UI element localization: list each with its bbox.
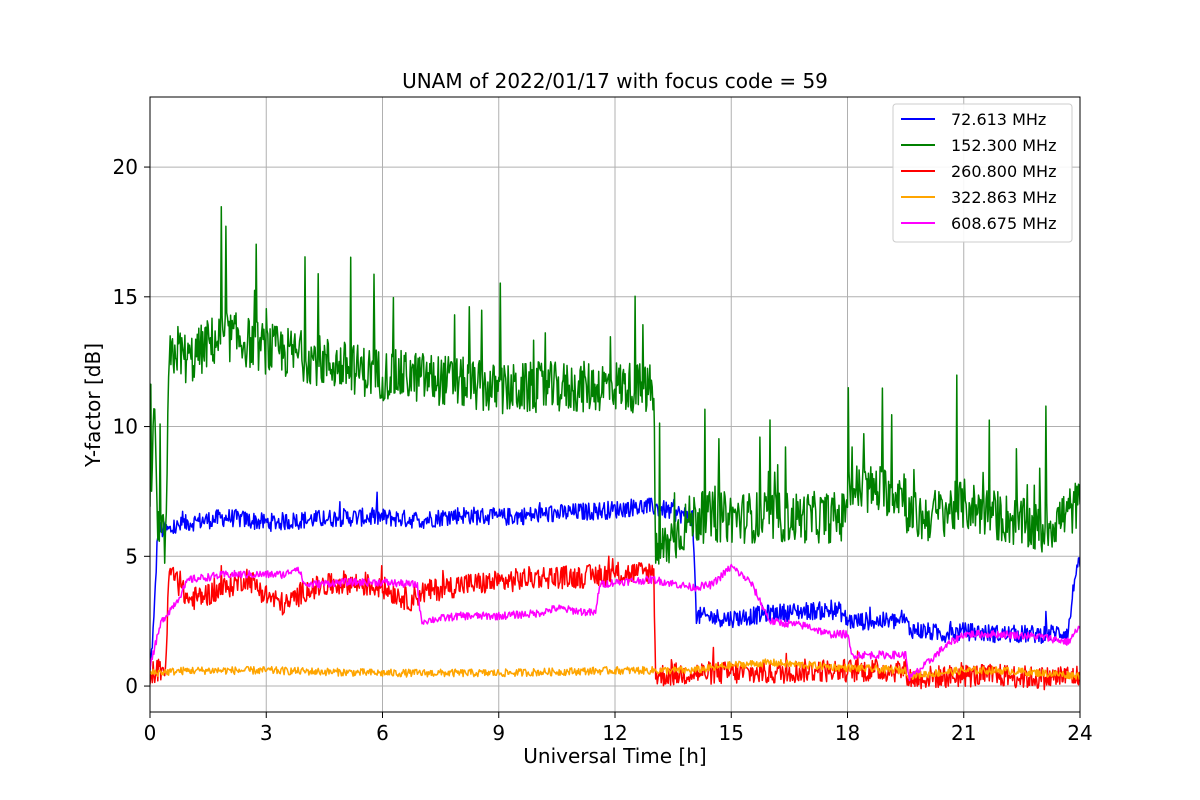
x-tick-label-1: 3 [260,721,273,745]
y-tick-label-2: 10 [113,415,138,439]
legend: 72.613 MHz 152.300 MHz 260.800 MHz 322.863 … [892,103,1073,243]
y-axis-label: Y-factor [dB] [81,343,105,468]
legend-label-3: 322.863 MHz [951,188,1056,207]
y-tick-label-4: 20 [113,155,138,179]
x-tick-label-8: 24 [1067,721,1092,745]
legend-label-2: 260.800 MHz [951,162,1056,181]
x-tick-label-2: 6 [376,721,389,745]
x-tick-label-6: 18 [835,721,860,745]
x-tick-label-3: 9 [492,721,505,745]
series-layer [150,206,1080,691]
legend-label-4: 608.675 MHz [951,214,1056,233]
series-line-0 [150,491,1080,671]
y-tick-label-0: 0 [125,674,138,698]
x-tick-label-4: 12 [602,721,627,745]
legend-label-0: 72.613 MHz [951,110,1046,129]
series-line-3 [150,658,1080,681]
chart-title: UNAM of 2022/01/17 with focus code = 59 [402,69,828,93]
ticks: 0 3 6 9 12 15 18 21 24 0 5 10 15 20 [113,155,1093,745]
x-tick-label-5: 15 [719,721,744,745]
legend-box [892,103,1073,243]
series-line-1 [150,206,1080,565]
legend-label-1: 152.300 MHz [951,136,1056,155]
series-line-4 [150,563,1080,682]
x-tick-label-7: 21 [951,721,976,745]
y-tick-label-3: 15 [113,285,138,309]
series-line-2 [150,555,1080,691]
x-axis-label: Universal Time [h] [523,744,706,768]
x-tick-label-0: 0 [144,721,157,745]
y-tick-label-1: 5 [125,544,138,568]
